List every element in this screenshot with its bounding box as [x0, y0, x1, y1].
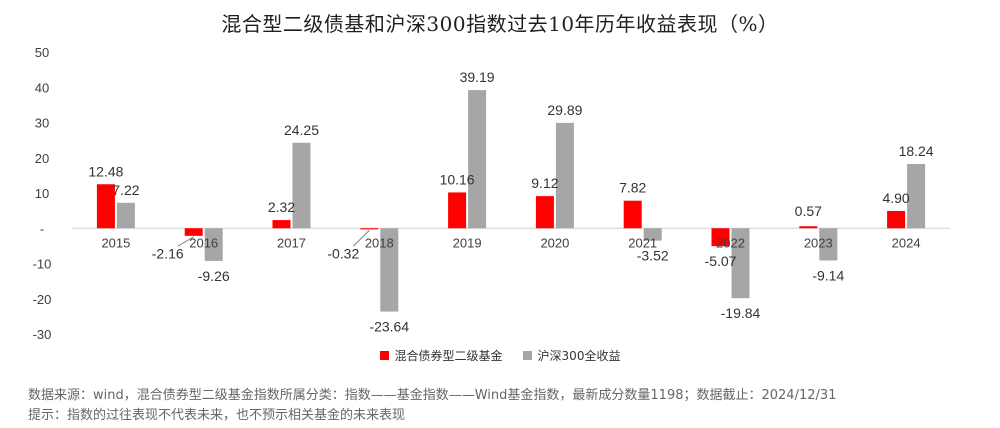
- data-label-index: -9.26: [198, 268, 230, 284]
- data-label-fund: 9.12: [531, 175, 558, 191]
- y-tick-label: 50: [35, 45, 49, 60]
- footnote-disclaimer: 提示：指数的过往表现不代表未来，也不预示相关基金的未来表现: [28, 408, 406, 423]
- bar-fund: [799, 226, 818, 229]
- data-label-fund: -0.32: [327, 245, 359, 261]
- bar-fund: [711, 228, 730, 247]
- bar-index: [907, 163, 926, 229]
- bar-index: [643, 228, 662, 241]
- data-label-index: 29.89: [547, 102, 582, 118]
- data-label-fund: 7.82: [619, 180, 646, 196]
- x-tick-label: 2021: [628, 235, 657, 250]
- data-label-index: 39.19: [460, 69, 495, 85]
- legend-label-index: 沪深300全收益: [537, 349, 621, 363]
- data-label-fund: -2.16: [152, 245, 184, 261]
- data-label-fund: 4.90: [882, 190, 909, 206]
- y-tick-label: 10: [35, 186, 49, 201]
- bar-index: [292, 142, 311, 229]
- y-tick-label: 40: [35, 80, 49, 95]
- legend-swatch-fund: [379, 351, 389, 360]
- x-tick-label: 2016: [189, 235, 218, 250]
- data-label-fund: -5.07: [705, 253, 737, 269]
- chart-title: 混合型二级债基和沪深300指数过去10年历年收益表现（%）: [221, 12, 779, 36]
- data-label-fund: 10.16: [440, 171, 475, 187]
- legend-label-fund: 混合债券型二级基金: [394, 349, 503, 363]
- bar-index: [204, 228, 223, 261]
- bar-fund: [623, 200, 642, 229]
- legend-swatch-index: [522, 351, 532, 360]
- bar-fund: [535, 196, 554, 229]
- x-tick-label: 2018: [365, 235, 394, 250]
- bar-index: [819, 228, 838, 261]
- chart-legend: 混合债券型二级基金 沪深300全收益: [0, 347, 1000, 364]
- legend-item-fund: 混合债券型二级基金: [379, 347, 503, 364]
- bar-index: [555, 122, 574, 229]
- y-tick-label: -30: [33, 327, 52, 342]
- y-tick-label: -10: [33, 257, 52, 272]
- x-tick-label: 2024: [892, 235, 921, 250]
- x-tick-label: 2015: [101, 235, 130, 250]
- bar-fund: [887, 210, 906, 229]
- x-tick-label: 2023: [804, 235, 833, 250]
- data-label-index: 18.24: [899, 143, 934, 159]
- bar-fund: [272, 220, 291, 229]
- data-label-index: -23.64: [369, 319, 409, 335]
- y-tick-label: -20: [33, 292, 52, 307]
- footnote-source: 数据来源：wind，混合债券型二级基金指数所属分类：指数——基金指数——Wind…: [28, 388, 837, 403]
- data-label-index: 24.25: [284, 122, 319, 138]
- y-tick-label: -: [40, 221, 44, 236]
- label-leader-line: [352, 230, 370, 247]
- bar-fund: [96, 184, 115, 229]
- bar-fund: [448, 192, 467, 229]
- data-label-fund: 0.57: [795, 203, 822, 219]
- bar-index: [731, 228, 750, 299]
- bar-index: [468, 90, 487, 229]
- x-tick-label: 2019: [453, 235, 482, 250]
- y-tick-label: 30: [35, 116, 49, 131]
- x-tick-label: 2017: [277, 235, 306, 250]
- bar-index: [380, 228, 399, 312]
- legend-item-index: 沪深300全收益: [522, 347, 621, 364]
- y-tick-label: 20: [35, 151, 49, 166]
- bar-fund: [360, 228, 379, 230]
- x-tick-label: 2022: [716, 235, 745, 250]
- data-label-fund: 12.48: [88, 163, 123, 179]
- bar-fund: [184, 228, 203, 236]
- data-label-index: 7.22: [112, 182, 139, 198]
- data-label-index: -19.84: [721, 305, 761, 321]
- data-label-index: -9.14: [812, 267, 844, 283]
- bar-index: [116, 202, 135, 229]
- data-label-fund: 2.32: [268, 199, 295, 215]
- data-label-index: -3.52: [637, 248, 669, 264]
- label-leader-line: [177, 236, 194, 247]
- x-tick-label: 2020: [540, 235, 569, 250]
- bar-chart: 50 40 30 20 10 - -10 -20 -30 2015 2016 2017 2018 2019…: [33, 45, 950, 342]
